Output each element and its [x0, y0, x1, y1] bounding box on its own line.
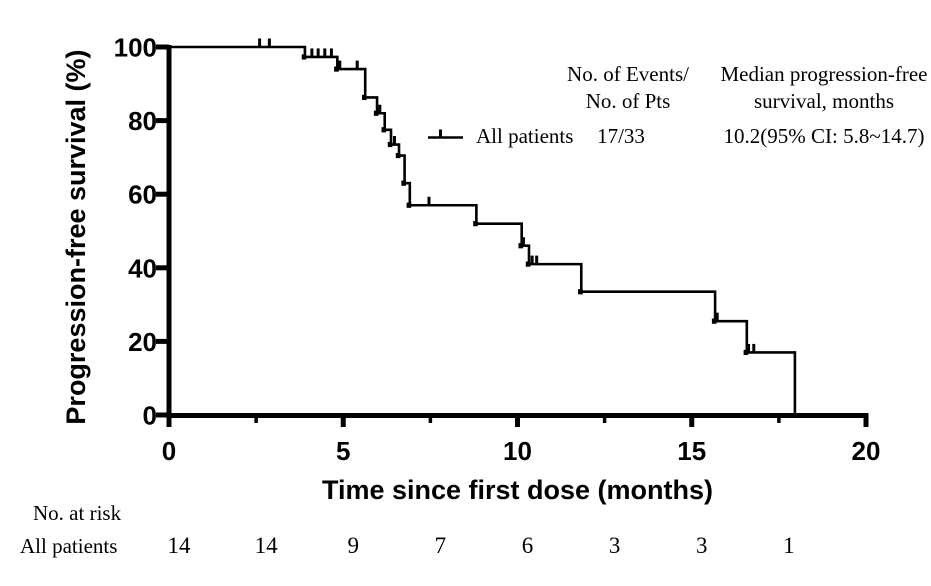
event-corner-mark — [381, 127, 387, 133]
y-tick-label: 100 — [114, 33, 157, 63]
y-tick-label: 40 — [128, 253, 157, 283]
event-corner-mark — [473, 221, 478, 227]
event-corner-mark — [525, 261, 531, 267]
risk-count: 3 — [608, 533, 621, 558]
legend-median-value: 10.2(95% CI: 5.8~14.7) — [723, 124, 925, 148]
x-axis-title: Time since first dose (months) — [321, 475, 714, 505]
x-tick-label: 20 — [852, 436, 881, 466]
x-tick-label: 0 — [162, 436, 176, 466]
y-axis-title: Progression-free survival (%) — [61, 49, 91, 425]
event-corner-mark — [395, 152, 401, 159]
risk-count: 14 — [167, 533, 191, 558]
event-corner-mark — [578, 289, 583, 295]
y-tick-label: 60 — [128, 180, 157, 210]
event-corner-mark — [406, 202, 412, 208]
median-column-header-line2: survival, months — [754, 89, 894, 113]
risk-count: 1 — [783, 533, 795, 558]
risk-count: 14 — [254, 533, 278, 558]
event-corner-mark — [301, 54, 307, 60]
risk-count: 6 — [521, 533, 534, 558]
event-corner-mark — [711, 318, 717, 324]
x-tick-label: 15 — [677, 436, 706, 466]
event-corner-mark — [518, 243, 524, 249]
events-column-header-line1: No. of Events/ — [567, 62, 689, 86]
legend-events-value: 17/33 — [597, 124, 645, 148]
event-corner-mark — [401, 180, 406, 186]
legend-series-label: All patients — [476, 124, 574, 148]
risk-count: 9 — [347, 533, 360, 558]
risk-table-title: No. at risk — [33, 501, 122, 525]
event-corner-mark — [387, 141, 393, 148]
x-tick-label: 10 — [503, 436, 532, 466]
risk-count: 3 — [696, 533, 708, 558]
median-column-header-line1: Median progression-free — [720, 62, 928, 86]
event-corner-mark — [362, 94, 367, 101]
event-corner-mark — [373, 110, 379, 116]
y-tick-label: 20 — [128, 327, 157, 357]
y-tick-label: 80 — [128, 106, 157, 136]
x-tick-label: 5 — [336, 436, 350, 466]
event-corner-mark — [743, 349, 749, 356]
y-tick-label: 0 — [143, 401, 157, 431]
events-column-header-line2: No. of Pts — [585, 89, 671, 113]
risk-count: 7 — [434, 533, 447, 558]
event-corner-mark — [334, 66, 339, 72]
risk-table-row-label: All patients — [20, 534, 118, 558]
